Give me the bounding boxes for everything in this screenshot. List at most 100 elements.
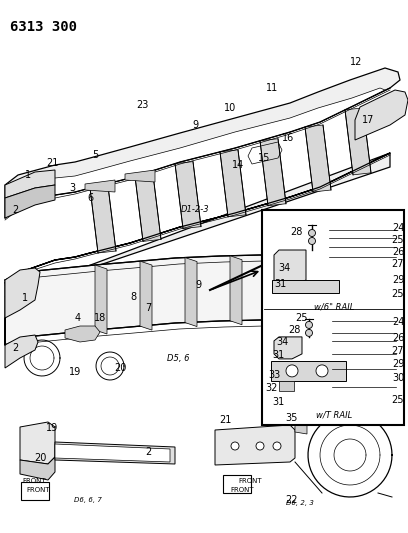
Text: 2: 2 bbox=[12, 343, 18, 353]
Text: 30: 30 bbox=[392, 373, 404, 383]
Text: D1-2-3: D1-2-3 bbox=[181, 206, 209, 214]
Text: 20: 20 bbox=[34, 453, 46, 463]
Polygon shape bbox=[274, 337, 302, 359]
Text: D5, 6: D5, 6 bbox=[167, 353, 189, 362]
Circle shape bbox=[306, 329, 313, 336]
Text: D6, 2, 3: D6, 2, 3 bbox=[286, 500, 314, 506]
Polygon shape bbox=[5, 170, 55, 198]
Polygon shape bbox=[140, 261, 152, 330]
Text: w/T RAIL: w/T RAIL bbox=[316, 410, 352, 419]
Text: 22: 22 bbox=[286, 495, 298, 505]
Polygon shape bbox=[18, 88, 385, 208]
Bar bbox=[262, 210, 404, 425]
Polygon shape bbox=[271, 361, 346, 381]
Polygon shape bbox=[5, 68, 400, 218]
Text: 19: 19 bbox=[46, 423, 58, 433]
Text: 29: 29 bbox=[392, 359, 404, 369]
Polygon shape bbox=[20, 457, 55, 480]
Text: 31: 31 bbox=[274, 279, 286, 289]
Text: 3: 3 bbox=[69, 183, 75, 193]
Text: FRONT: FRONT bbox=[238, 478, 262, 484]
Polygon shape bbox=[55, 442, 175, 464]
Text: 20: 20 bbox=[114, 363, 126, 373]
Polygon shape bbox=[215, 425, 295, 465]
Polygon shape bbox=[5, 153, 390, 297]
Polygon shape bbox=[274, 250, 306, 285]
Polygon shape bbox=[230, 256, 242, 325]
Circle shape bbox=[286, 365, 298, 377]
Polygon shape bbox=[125, 170, 155, 182]
Text: 26: 26 bbox=[392, 333, 404, 343]
Polygon shape bbox=[95, 265, 107, 334]
Text: 31: 31 bbox=[272, 397, 284, 407]
Text: 14: 14 bbox=[232, 160, 244, 170]
Text: 11: 11 bbox=[266, 83, 278, 93]
Polygon shape bbox=[220, 150, 246, 217]
Text: 25: 25 bbox=[296, 313, 308, 323]
Polygon shape bbox=[185, 257, 197, 327]
Text: 21: 21 bbox=[46, 158, 58, 168]
Text: 12: 12 bbox=[350, 57, 362, 67]
Text: 16: 16 bbox=[282, 133, 294, 143]
Bar bbox=[223, 475, 251, 493]
Polygon shape bbox=[5, 268, 40, 368]
Bar bbox=[21, 482, 49, 500]
Circle shape bbox=[256, 442, 264, 450]
Text: 28: 28 bbox=[288, 325, 300, 335]
Text: 24: 24 bbox=[392, 317, 404, 327]
Text: FRONT: FRONT bbox=[22, 478, 46, 484]
Text: 25: 25 bbox=[392, 235, 404, 245]
Text: 10: 10 bbox=[224, 103, 236, 113]
Polygon shape bbox=[279, 381, 294, 391]
Polygon shape bbox=[20, 422, 55, 464]
Text: 18: 18 bbox=[94, 313, 106, 323]
Text: 5: 5 bbox=[92, 150, 98, 160]
Text: 19: 19 bbox=[69, 367, 81, 377]
Circle shape bbox=[316, 365, 328, 377]
Text: 34: 34 bbox=[276, 337, 288, 347]
Polygon shape bbox=[65, 326, 100, 342]
Text: 8: 8 bbox=[130, 292, 136, 302]
Polygon shape bbox=[355, 90, 408, 140]
Text: FRONT: FRONT bbox=[230, 487, 254, 493]
Text: 6313 300: 6313 300 bbox=[10, 20, 77, 34]
Text: 27: 27 bbox=[392, 346, 404, 356]
Text: 32: 32 bbox=[266, 383, 278, 393]
Text: 23: 23 bbox=[136, 100, 148, 110]
Circle shape bbox=[308, 238, 315, 245]
Polygon shape bbox=[175, 161, 201, 229]
Text: FRONT: FRONT bbox=[26, 487, 50, 493]
Polygon shape bbox=[90, 186, 116, 253]
Text: 15: 15 bbox=[258, 153, 270, 163]
Polygon shape bbox=[345, 108, 371, 175]
Text: 35: 35 bbox=[286, 413, 298, 423]
Text: 34: 34 bbox=[278, 263, 290, 273]
Text: w/6" RAIL: w/6" RAIL bbox=[314, 303, 354, 311]
Polygon shape bbox=[280, 257, 292, 326]
Text: 26: 26 bbox=[392, 247, 404, 257]
Polygon shape bbox=[305, 125, 331, 192]
Polygon shape bbox=[55, 444, 170, 462]
Polygon shape bbox=[260, 139, 286, 206]
Text: 25: 25 bbox=[392, 395, 404, 405]
Polygon shape bbox=[295, 418, 307, 434]
Circle shape bbox=[273, 442, 281, 450]
Circle shape bbox=[306, 321, 313, 328]
Text: 2: 2 bbox=[12, 205, 18, 215]
Text: 17: 17 bbox=[362, 115, 374, 125]
Text: 28: 28 bbox=[290, 227, 302, 237]
Circle shape bbox=[231, 442, 239, 450]
Text: 1: 1 bbox=[22, 293, 28, 303]
Text: 4: 4 bbox=[75, 313, 81, 323]
Polygon shape bbox=[272, 280, 339, 293]
Polygon shape bbox=[85, 180, 115, 192]
Text: 6: 6 bbox=[87, 193, 93, 203]
Polygon shape bbox=[5, 185, 55, 218]
Polygon shape bbox=[5, 255, 355, 345]
Text: D6, 6, 7: D6, 6, 7 bbox=[74, 497, 102, 503]
Text: 31: 31 bbox=[272, 350, 284, 360]
Text: 9: 9 bbox=[192, 120, 198, 130]
Text: 21: 21 bbox=[219, 415, 231, 425]
Text: 9: 9 bbox=[195, 280, 201, 290]
Text: 2: 2 bbox=[145, 447, 151, 457]
